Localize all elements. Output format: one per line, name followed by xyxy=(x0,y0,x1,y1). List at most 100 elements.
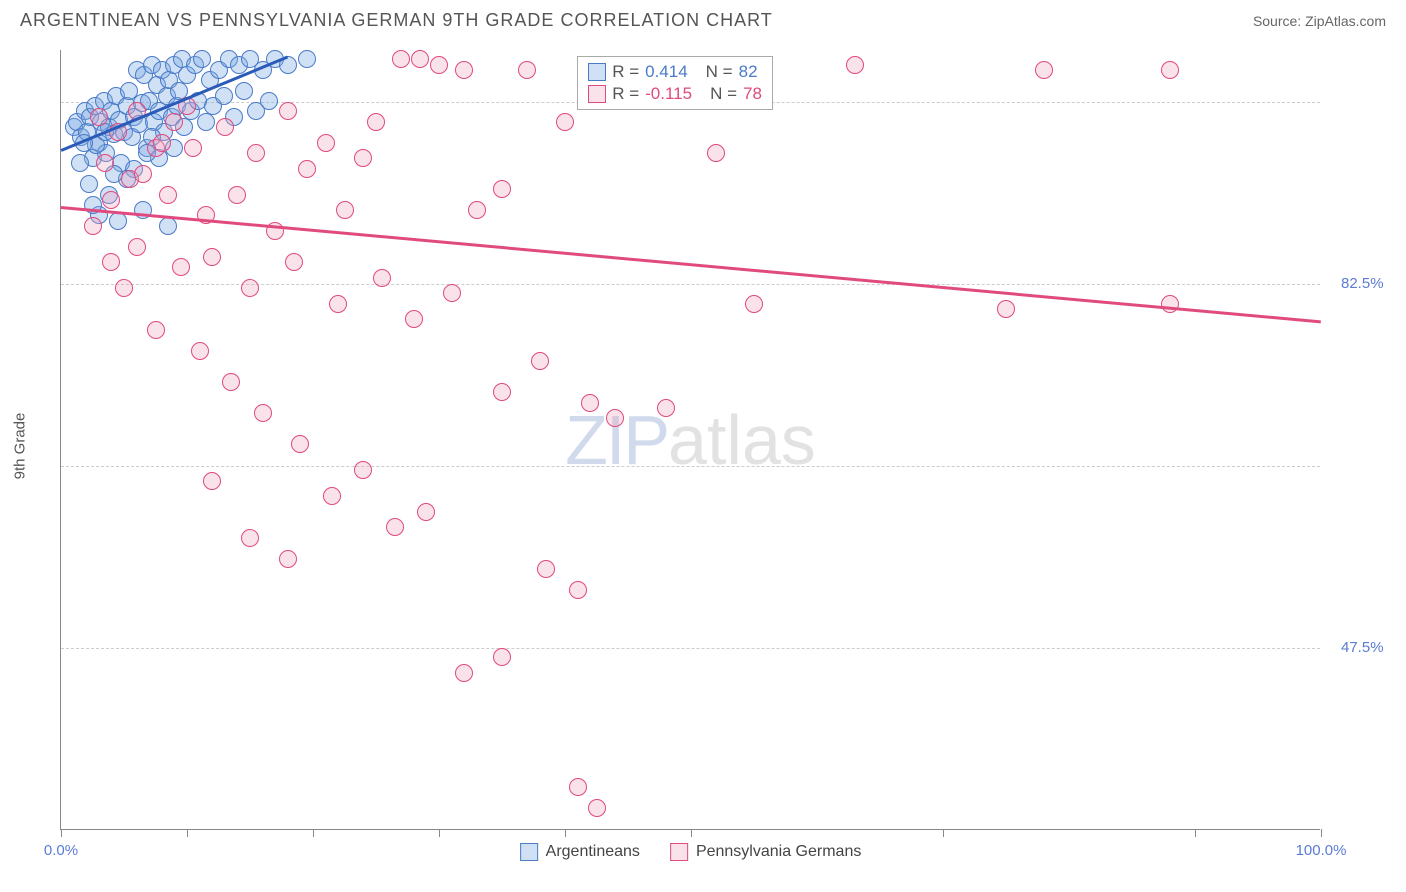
x-tick xyxy=(61,829,62,837)
series-name: Argentineans xyxy=(546,843,640,861)
x-tick xyxy=(187,829,188,837)
data-point xyxy=(128,238,146,256)
data-point xyxy=(260,92,278,110)
data-point xyxy=(707,144,725,162)
data-point xyxy=(203,472,221,490)
data-point xyxy=(417,503,435,521)
legend-swatch xyxy=(670,843,688,861)
data-point xyxy=(745,295,763,313)
data-point xyxy=(197,113,215,131)
series-legend: Argentineans Pennsylvania Germans xyxy=(520,843,862,861)
data-point xyxy=(279,102,297,120)
stats-legend-row: R = 0.414N = 82 xyxy=(588,61,762,83)
legend-swatch xyxy=(520,843,538,861)
r-value: 0.414 xyxy=(645,62,688,82)
data-point xyxy=(222,373,240,391)
data-point xyxy=(411,50,429,68)
data-point xyxy=(254,404,272,422)
trend-line xyxy=(61,206,1321,323)
data-point xyxy=(336,201,354,219)
data-point xyxy=(184,139,202,157)
data-point xyxy=(279,550,297,568)
data-point xyxy=(569,778,587,796)
data-point xyxy=(354,461,372,479)
data-point xyxy=(134,165,152,183)
data-point xyxy=(443,284,461,302)
x-tick xyxy=(313,829,314,837)
data-point xyxy=(1035,61,1053,79)
data-point xyxy=(291,435,309,453)
data-point xyxy=(405,310,423,328)
data-point xyxy=(247,144,265,162)
data-point xyxy=(80,175,98,193)
scatter-chart: ZIPatlas 47.5%82.5%0.0%100.0% R = 0.414N… xyxy=(60,50,1320,830)
data-point xyxy=(298,50,316,68)
data-point xyxy=(193,50,211,68)
data-point xyxy=(329,295,347,313)
data-point xyxy=(581,394,599,412)
x-tick xyxy=(1195,829,1196,837)
source-label: Source: ZipAtlas.com xyxy=(1253,13,1386,29)
stats-legend: R = 0.414N = 82 R = -0.115N = 78 xyxy=(577,56,773,110)
watermark: ZIPatlas xyxy=(565,400,816,480)
data-point xyxy=(228,186,246,204)
data-point xyxy=(215,87,233,105)
data-point xyxy=(172,258,190,276)
x-tick xyxy=(1321,829,1322,837)
data-point xyxy=(493,180,511,198)
data-point xyxy=(493,648,511,666)
data-point xyxy=(1161,295,1179,313)
data-point xyxy=(531,352,549,370)
data-point xyxy=(569,581,587,599)
data-point xyxy=(606,409,624,427)
data-point xyxy=(102,253,120,271)
data-point xyxy=(159,186,177,204)
data-point xyxy=(115,279,133,297)
y-tick-label: 82.5% xyxy=(1341,275,1384,292)
series-name: Pennsylvania Germans xyxy=(696,843,861,861)
stats-legend-row: R = -0.115N = 78 xyxy=(588,83,762,105)
gridline xyxy=(61,648,1320,649)
data-point xyxy=(455,61,473,79)
data-point xyxy=(216,118,234,136)
data-point xyxy=(203,248,221,266)
data-point xyxy=(556,113,574,131)
data-point xyxy=(102,191,120,209)
data-point xyxy=(392,50,410,68)
data-point xyxy=(323,487,341,505)
legend-swatch xyxy=(588,63,606,81)
series-legend-item: Argentineans xyxy=(520,843,640,861)
data-point xyxy=(493,383,511,401)
data-point xyxy=(588,799,606,817)
data-point xyxy=(71,154,89,172)
data-point xyxy=(235,82,253,100)
data-point xyxy=(241,529,259,547)
data-point xyxy=(537,560,555,578)
data-point xyxy=(997,300,1015,318)
r-value: -0.115 xyxy=(645,84,692,104)
data-point xyxy=(455,664,473,682)
data-point xyxy=(165,113,183,131)
x-tick xyxy=(439,829,440,837)
data-point xyxy=(96,154,114,172)
gridline xyxy=(61,466,1320,467)
x-tick-label: 0.0% xyxy=(44,842,78,859)
data-point xyxy=(241,279,259,297)
x-tick xyxy=(691,829,692,837)
data-point xyxy=(153,134,171,152)
data-point xyxy=(84,217,102,235)
data-point xyxy=(285,253,303,271)
data-point xyxy=(430,56,448,74)
data-point xyxy=(354,149,372,167)
data-point xyxy=(147,321,165,339)
chart-title: ARGENTINEAN VS PENNSYLVANIA GERMAN 9TH G… xyxy=(20,10,773,31)
data-point xyxy=(191,342,209,360)
legend-swatch xyxy=(588,85,606,103)
y-axis-label: 9th Grade xyxy=(12,413,29,480)
data-point xyxy=(373,269,391,287)
n-value: 82 xyxy=(739,62,758,82)
data-point xyxy=(657,399,675,417)
data-point xyxy=(367,113,385,131)
series-legend-item: Pennsylvania Germans xyxy=(670,843,861,861)
data-point xyxy=(1161,61,1179,79)
